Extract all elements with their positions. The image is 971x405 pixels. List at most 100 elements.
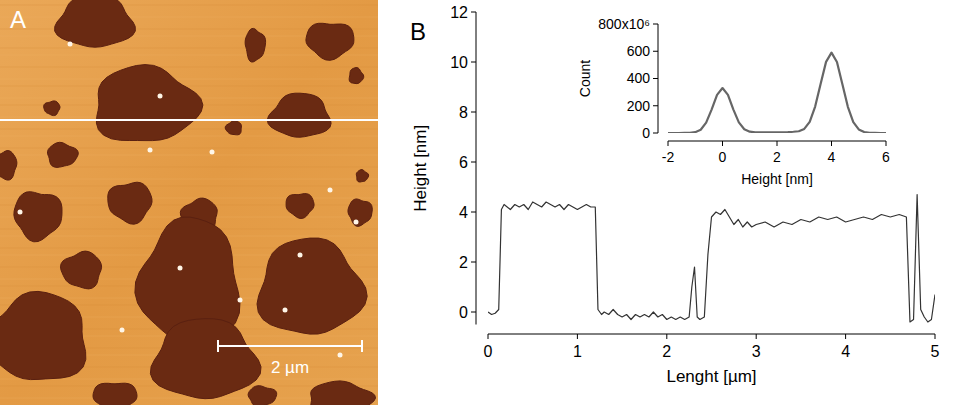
speck [178,266,183,271]
y-tick [471,312,476,313]
x-tick-label: 0 [719,149,727,165]
domain [225,121,241,135]
y-tick-label: 0 [459,304,468,321]
domain [48,142,79,167]
domain [44,101,60,116]
speck [158,94,163,99]
scan-line [0,17,378,18]
domain [267,93,331,137]
domain [93,383,137,405]
speck [298,253,303,258]
scale-bar [218,345,362,347]
x-axis-title: Height [nm] [741,171,813,187]
speck [328,188,333,193]
speck [148,148,153,153]
chart-1: 0 200 400 600 800x10⁶ -2 0 2 4 6 Height [nm] Count [577,16,890,188]
domain [96,65,202,141]
x-axis [488,334,935,335]
x-tick-label: -2 [662,149,675,165]
domain [306,23,354,60]
scan-line [0,179,378,180]
speck [120,328,125,333]
speck [210,150,215,155]
figure: 2 µmAB024681012012345Lenght [µm]Height [… [0,0,971,405]
scan-line [0,186,378,187]
domain [0,151,17,180]
y-tick [653,105,658,106]
plot-area [668,53,886,133]
speck [68,42,73,47]
scale-bar-label: 2 µm [271,358,309,377]
scan-line [0,79,378,80]
domain [61,251,102,289]
x-tick-label: 2 [773,149,781,165]
x-tick [577,334,578,339]
y-axis-title: Height [nm] [411,125,430,212]
y-tick-label: 0 [642,125,650,141]
y-tick-label: 10 [450,54,468,71]
domain [257,238,367,334]
speck [18,210,23,215]
scan-line [0,86,378,87]
x-tick-label: 4 [828,149,836,165]
data-line [668,53,886,133]
domain [348,199,372,227]
scan-line [0,67,378,68]
y-tick-label: 6 [459,154,468,171]
x-tick [886,141,887,146]
x-tick-label: 5 [931,343,940,360]
domain [245,28,266,62]
x-tick-label: 2 [662,343,671,360]
y-axis-title: Count [577,60,593,97]
x-tick [756,334,757,339]
y-tick [471,62,476,63]
speck [354,220,359,225]
domain [311,381,376,405]
chart-0: 024681012012345Lenght [µm]Height [nm] [411,4,940,386]
speck [338,353,343,358]
x-tick [845,334,846,339]
x-tick [666,334,667,339]
x-tick [777,141,778,146]
y-tick-label: 4 [459,204,468,221]
y-tick-label: 8 [459,104,468,121]
x-axis-title: Lenght [µm] [666,367,756,386]
x-tick [831,141,832,146]
scale-bar-end [217,340,219,352]
domain [356,170,368,182]
y-tick [471,12,476,13]
plot-area [488,195,935,323]
domain [286,194,314,219]
speck [238,298,243,303]
domain [150,319,261,399]
y-tick-label: 400 [627,70,651,86]
y-tick-label: 2 [459,254,468,271]
x-tick-label: 4 [841,343,850,360]
domain [14,192,62,242]
y-tick [471,112,476,113]
x-tick-label: 3 [752,343,761,360]
domain [349,68,364,84]
y-tick-label: 800x10⁶ [598,16,650,32]
scan-line [0,5,378,6]
data-line [488,195,935,323]
y-tick [653,24,658,25]
x-tick [488,334,489,339]
y-tick-label: 600 [627,43,651,59]
panel-label: B [410,18,426,45]
speck [283,308,288,313]
x-tick-label: 1 [573,343,582,360]
profile-line [0,119,378,121]
x-tick [722,141,723,146]
y-tick [653,78,658,79]
y-tick-label: 200 [627,98,651,114]
y-tick [653,133,658,134]
y-tick-label: 12 [450,4,468,21]
y-axis [476,12,477,325]
scan-line [0,136,378,137]
panel-label: A [10,6,26,33]
afm-image [0,0,378,405]
x-tick-label: 6 [882,149,890,165]
y-tick [471,162,476,163]
domain [108,182,152,224]
